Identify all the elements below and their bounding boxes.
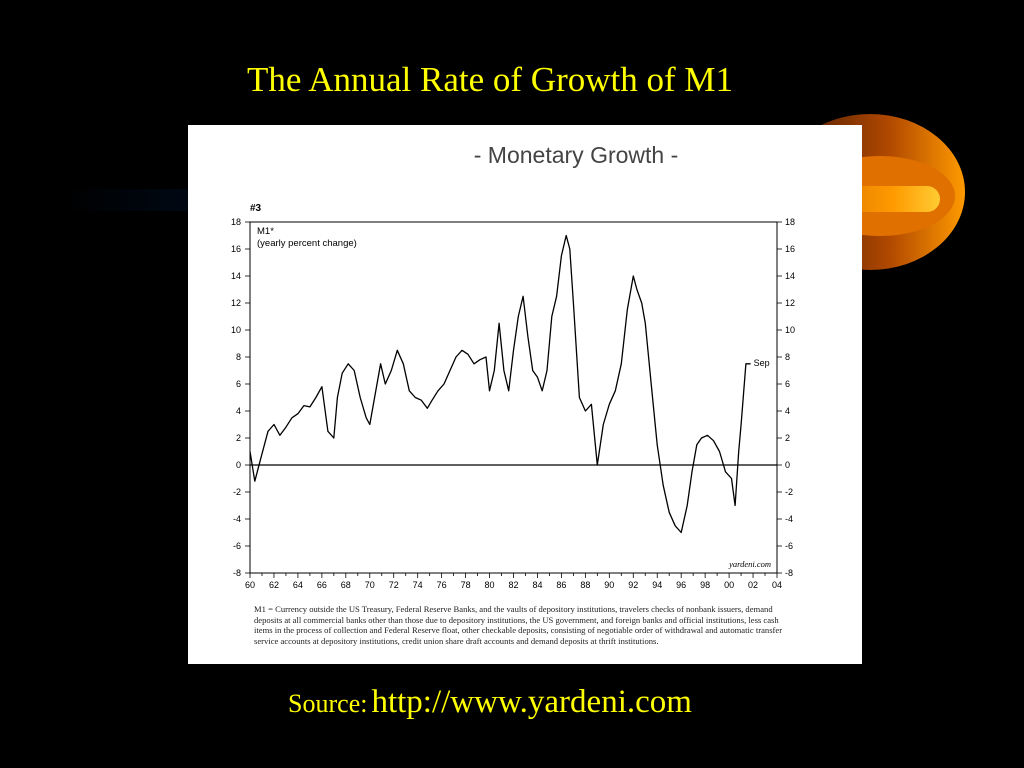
y-tick-label-right: -8 <box>785 568 793 578</box>
x-tick-label: 70 <box>365 580 375 590</box>
y-tick-label-right: -2 <box>785 487 793 497</box>
source-label: Source: <box>288 689 368 718</box>
y-tick-label-left: 16 <box>231 244 241 254</box>
y-tick-label-left: 0 <box>236 460 241 470</box>
x-tick-label: 66 <box>317 580 327 590</box>
x-tick-label: 90 <box>604 580 614 590</box>
y-tick-label-left: 4 <box>236 406 241 416</box>
x-tick-label: 68 <box>341 580 351 590</box>
x-tick-label: 64 <box>293 580 303 590</box>
x-tick-label: 80 <box>485 580 495 590</box>
plot-frame <box>249 221 778 574</box>
x-tick-label: 76 <box>437 580 447 590</box>
y-tick-label-left: -4 <box>233 514 241 524</box>
y-tick-label-left: 10 <box>231 325 241 335</box>
y-tick-label-left: -8 <box>233 568 241 578</box>
y-tick-label-left: 8 <box>236 352 241 362</box>
y-tick-label-right: 0 <box>785 460 790 470</box>
x-tick-label: 86 <box>556 580 566 590</box>
y-tick-label-right: -4 <box>785 514 793 524</box>
y-tick-label-left: 2 <box>236 433 241 443</box>
y-tick-label-left: 12 <box>231 298 241 308</box>
y-tick-label-right: 12 <box>785 298 795 308</box>
series-label: M1* <box>257 226 274 237</box>
y-tick-label-right: 16 <box>785 244 795 254</box>
chart-title: - Monetary Growth - <box>474 142 679 168</box>
watermark: yardeni.com <box>728 559 771 569</box>
y-tick-label-right: 6 <box>785 379 790 389</box>
y-tick-label-right: 10 <box>785 325 795 335</box>
x-tick-label: 04 <box>772 580 782 590</box>
series-sublabel: (yearly percent change) <box>257 238 357 249</box>
x-tick-label: 00 <box>724 580 734 590</box>
y-tick-label-left: 18 <box>231 217 241 227</box>
chart-number: #3 <box>250 203 262 214</box>
y-tick-label-right: 2 <box>785 433 790 443</box>
m1-series-line <box>249 234 751 534</box>
y-tick-label-right: 8 <box>785 352 790 362</box>
x-tick-label: 60 <box>245 580 255 590</box>
x-tick-label: 94 <box>652 580 662 590</box>
x-tick-label: 62 <box>269 580 279 590</box>
y-tick-label-right: 4 <box>785 406 790 416</box>
y-tick-label-right: -6 <box>785 541 793 551</box>
x-tick-label: 96 <box>676 580 686 590</box>
x-tick-label: 78 <box>461 580 471 590</box>
y-tick-label-left: 6 <box>236 379 241 389</box>
x-tick-label: 88 <box>580 580 590 590</box>
x-tick-label: 72 <box>389 580 399 590</box>
source-url[interactable]: http://www.yardeni.com <box>371 684 692 720</box>
footnote: M1 = Currency outside the US Treasury, F… <box>254 604 783 647</box>
source-line: Source: http://www.yardeni.com <box>0 684 980 721</box>
x-tick-label: 98 <box>700 580 710 590</box>
m1-growth-chart: - Monetary Growth - #3 18 18 16 16 14 14 12 12 1… <box>231 142 795 590</box>
y-tick-label-left: -6 <box>233 541 241 551</box>
y-tick-label-left: -2 <box>233 487 241 497</box>
x-tick-label: 82 <box>508 580 518 590</box>
y-tick-label-right: 14 <box>785 271 795 281</box>
x-tick-label: 74 <box>413 580 423 590</box>
y-tick-label-right: 18 <box>785 217 795 227</box>
latest-annotation: Sep <box>754 358 770 368</box>
y-tick-label-left: 14 <box>231 271 241 281</box>
chart-panel: - Monetary Growth - #3 18 18 16 16 14 14 12 12 1… <box>188 125 862 664</box>
x-tick-label: 02 <box>748 580 758 590</box>
x-tick-label: 92 <box>628 580 638 590</box>
x-tick-label: 84 <box>532 580 542 590</box>
slide-title: The Annual Rate of Growth of M1 <box>246 60 734 99</box>
